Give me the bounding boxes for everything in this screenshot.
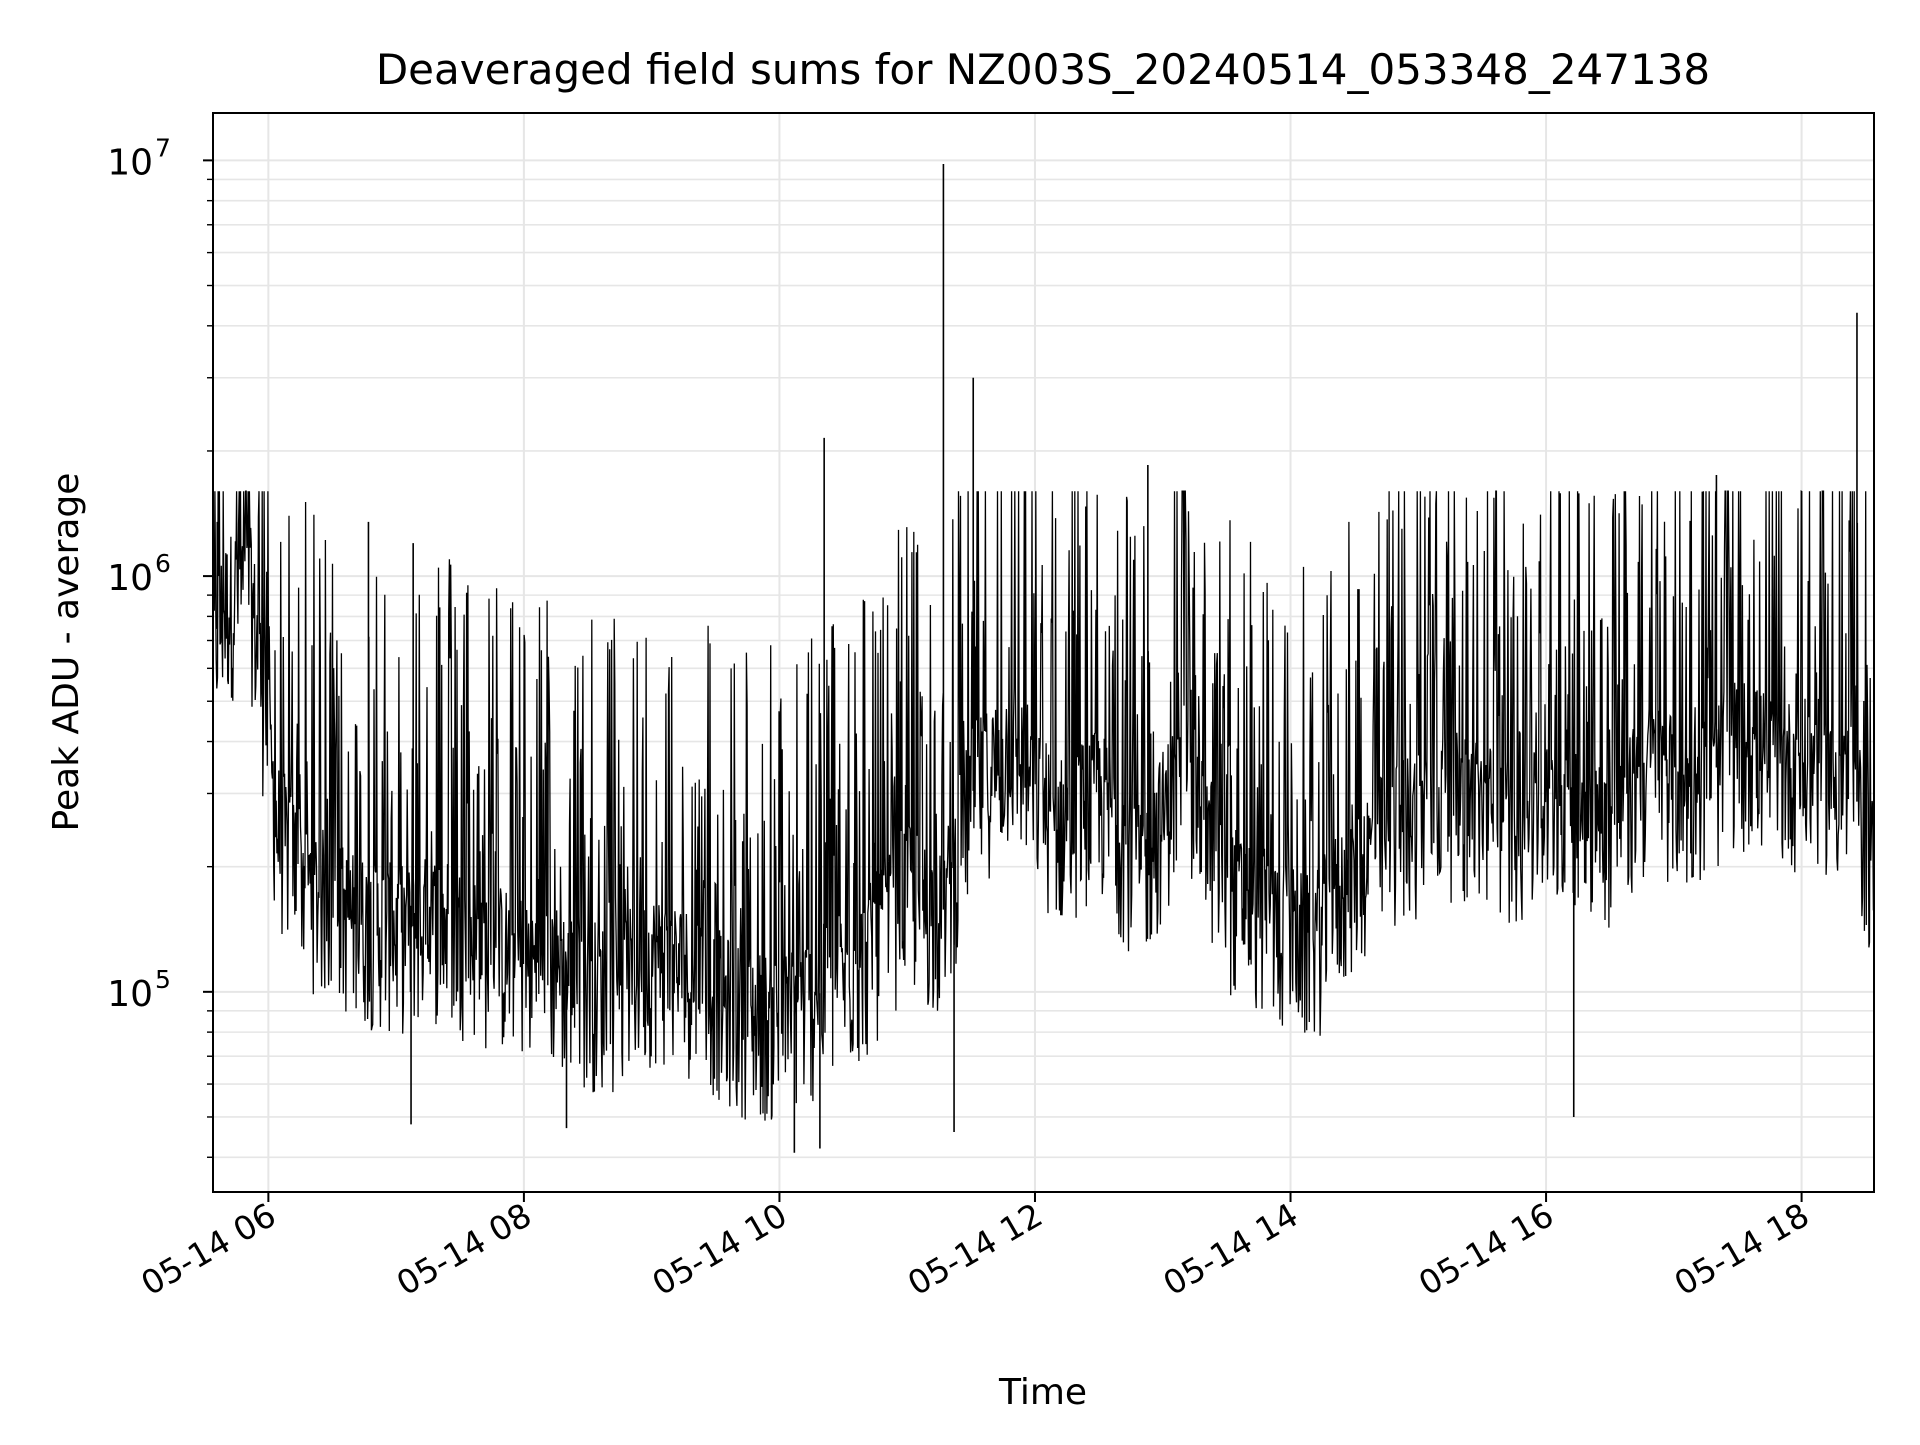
x-tick-label: 05-14 12 — [901, 1195, 1049, 1303]
chart-title: Deaveraged field sums for NZ003S_2024051… — [376, 45, 1710, 94]
data-layer — [212, 164, 1875, 1153]
x-tick-label: 05-14 06 — [134, 1195, 282, 1303]
x-tick-label: 05-14 16 — [1412, 1195, 1560, 1303]
y-tick-label-exponent: 7 — [155, 133, 171, 162]
y-tick-label: 10 — [107, 558, 153, 599]
plot-frame — [212, 112, 1875, 1193]
x-tick-label: 05-14 14 — [1157, 1195, 1305, 1303]
x-tick-label: 05-14 18 — [1668, 1195, 1816, 1303]
x-tick-label: 05-14 10 — [645, 1195, 793, 1303]
y-tick-label-exponent: 6 — [155, 549, 171, 578]
y-tick-label-exponent: 5 — [155, 965, 171, 994]
y-tick-label: 10 — [107, 974, 153, 1015]
x-tick-label: 05-14 08 — [390, 1195, 538, 1303]
y-axis-label: Peak ADU - average — [46, 473, 87, 832]
x-axis-label: Time — [998, 1372, 1087, 1413]
y-tick-label: 10 — [107, 142, 153, 183]
series-line — [212, 490, 1875, 1121]
